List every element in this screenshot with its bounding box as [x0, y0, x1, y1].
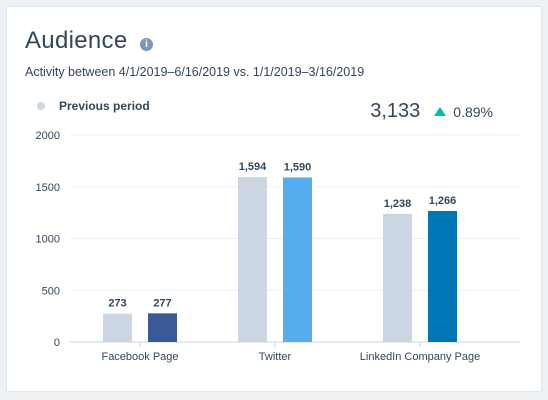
trend-up-icon	[434, 107, 447, 116]
data-label: 273	[108, 298, 126, 310]
audience-card: Audience i Activity between 4/1/2019–6/1…	[6, 6, 542, 392]
y-tick-label: 1500	[36, 182, 60, 194]
bar-current	[283, 177, 312, 342]
bar-previous	[238, 177, 267, 342]
info-icon[interactable]: i	[140, 38, 153, 51]
x-category-label: Twitter	[259, 351, 292, 363]
total-summary: 3,133 0.89%	[370, 100, 493, 123]
bar-current	[148, 313, 177, 342]
date-range-subtitle: Activity between 4/1/2019–6/16/2019 vs. …	[25, 65, 365, 79]
legend-label: Previous period	[59, 99, 150, 113]
page-title: Audience	[25, 27, 128, 54]
legend-dot-icon	[37, 102, 45, 110]
y-tick-label: 1000	[36, 234, 60, 246]
data-label: 1,238	[384, 198, 412, 210]
bar-current	[428, 210, 457, 342]
data-label: 277	[153, 297, 171, 309]
total-value: 3,133	[370, 100, 421, 122]
y-tick-label: 2000	[36, 130, 60, 142]
bar-previous	[383, 213, 412, 342]
data-label: 1,590	[284, 161, 312, 173]
x-category-label: Facebook Page	[101, 351, 178, 363]
total-change: 0.89%	[453, 103, 493, 120]
x-category-label: LinkedIn Company Page	[360, 351, 480, 363]
data-label: 1,266	[429, 195, 457, 207]
legend: Previous period	[37, 99, 150, 113]
bar-previous	[103, 313, 132, 342]
y-tick-label: 0	[54, 337, 60, 349]
y-tick-label: 500	[42, 285, 60, 297]
data-label: 1,594	[239, 161, 267, 173]
